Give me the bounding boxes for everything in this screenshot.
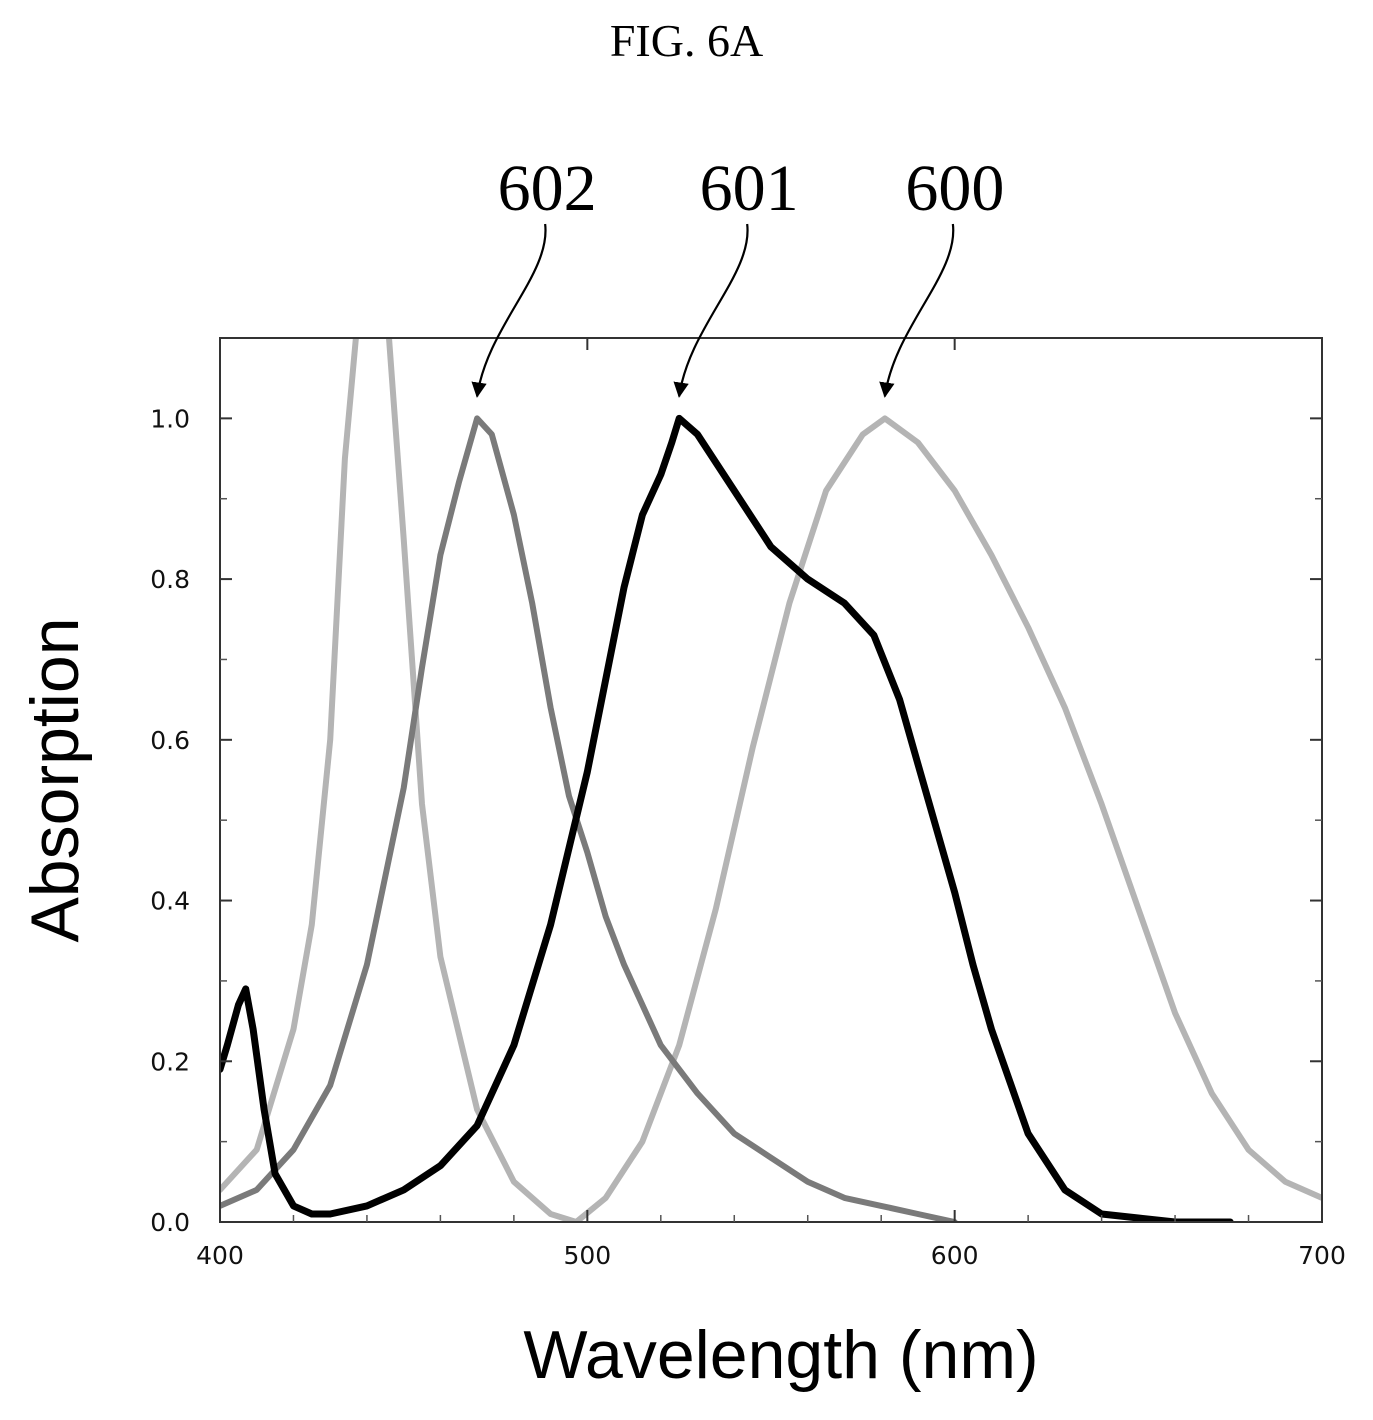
callout-arrow-602 <box>471 223 547 398</box>
callout-arrow-601 <box>673 223 749 398</box>
series-line-600 <box>220 338 1322 1222</box>
ticks-layer: 400 500 600 700 0.0 0.2 0.4 0.6 0.8 1.0 <box>150 338 1346 1270</box>
callout-label-602: 602 <box>498 152 597 225</box>
series-line-601 <box>220 414 1234 1222</box>
series-line-602 <box>220 415 958 1222</box>
figure-title: FIG. 6A <box>609 15 764 66</box>
callout-label-600: 600 <box>905 152 1004 225</box>
y-tick-label: 0.6 <box>150 726 190 755</box>
x-axis-label: Wavelength (nm) <box>523 1317 1038 1393</box>
y-tick-label: 0.0 <box>150 1208 190 1237</box>
callout-arrow-600 <box>879 223 955 398</box>
x-tick-label: 600 <box>931 1241 979 1270</box>
y-tick-label: 0.4 <box>150 887 190 916</box>
curves-layer <box>220 338 1322 1222</box>
x-tick-label: 500 <box>563 1241 611 1270</box>
annotations-layer: 602 601 600 <box>471 152 1004 398</box>
x-tick-label: 400 <box>196 1241 244 1270</box>
y-tick-label: 0.2 <box>150 1047 190 1076</box>
y-axis-label: Absorption <box>17 617 93 942</box>
y-tick-label: 0.8 <box>150 565 190 594</box>
callout-label-601: 601 <box>700 152 799 225</box>
x-tick-label: 700 <box>1298 1241 1346 1270</box>
y-tick-label: 1.0 <box>150 404 190 433</box>
plot-frame <box>219 337 1323 1223</box>
